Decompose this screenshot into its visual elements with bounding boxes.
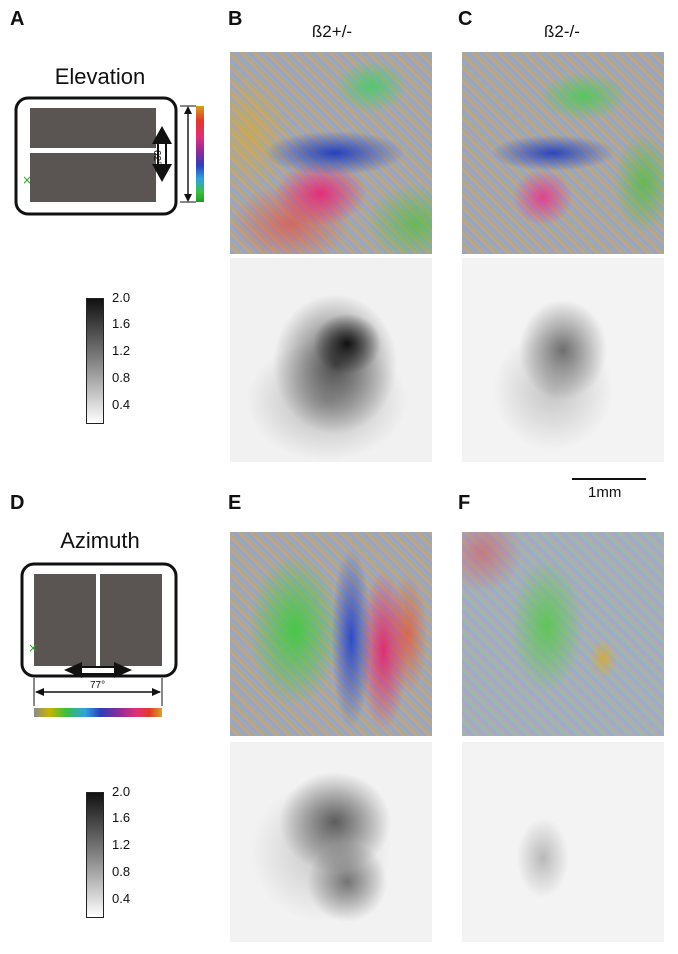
- panel-label-e: E: [228, 492, 242, 514]
- panel-label-c: C: [458, 8, 473, 30]
- azimuth-schematic: ×: [20, 562, 178, 717]
- elevation-schematic: ×: [14, 96, 204, 216]
- scale-bar: [572, 478, 646, 480]
- colorbar-tick: 0.4: [112, 891, 131, 906]
- azimuth-angle-label: 77°: [90, 680, 106, 691]
- colorbar-tick: 1.6: [112, 810, 131, 825]
- grayscale-bar: [86, 298, 104, 424]
- column-title-knockout: ß2-/-: [544, 22, 580, 41]
- azimuth-phase-map-heterozygous: [230, 532, 432, 736]
- azimuth-phase-colorbar: [34, 708, 162, 717]
- elevation-amplitude-map-heterozygous: [230, 258, 432, 462]
- elevation-phase-map-heterozygous: [230, 52, 432, 254]
- screen-left-half: [34, 574, 96, 666]
- screen-top-half: [30, 108, 156, 148]
- colorbar-tick: 2.0: [112, 784, 131, 799]
- azimuth-title: Azimuth: [60, 528, 140, 553]
- azimuth-amplitude-map-heterozygous: [230, 742, 432, 942]
- screen-right-half: [100, 574, 162, 666]
- colorbar-tick: 1.6: [112, 316, 131, 331]
- colorbar-tick: 1.2: [112, 837, 131, 852]
- colorbar-tick: 0.4: [112, 397, 131, 412]
- elevation-angle-label: 62°: [151, 150, 162, 166]
- amplitude-colorbar-top: 2.0 1.6 1.2 0.8 0.4: [86, 290, 146, 426]
- green-marker-icon: ×: [28, 641, 38, 655]
- elevation-amplitude-map-knockout: [462, 258, 664, 462]
- azimuth-phase-map-knockout: [462, 532, 664, 736]
- azimuth-amplitude-map-knockout: [462, 742, 664, 942]
- panel-label-d: D: [10, 492, 25, 514]
- screen-bottom-half: [30, 153, 156, 202]
- colorbar-tick: 1.2: [112, 343, 131, 358]
- green-marker-icon: ×: [22, 173, 32, 187]
- elevation-phase-map-knockout: [462, 52, 664, 254]
- panel-label-a: A: [10, 8, 25, 30]
- horizontal-drift-arrow-icon: [64, 662, 132, 678]
- grayscale-bar: [86, 792, 104, 918]
- panel-label-b: B: [228, 8, 243, 30]
- panel-label-f: F: [458, 492, 471, 514]
- amplitude-colorbar-bottom: 2.0 1.6 1.2 0.8 0.4: [86, 784, 146, 920]
- elevation-title: Elevation: [54, 64, 146, 89]
- vertical-drift-arrow-icon: [152, 126, 172, 182]
- scale-bar-label: 1mm: [588, 484, 622, 501]
- elevation-phase-colorbar: [196, 106, 204, 202]
- colorbar-tick: 0.8: [112, 370, 131, 385]
- colorbar-tick: 2.0: [112, 290, 131, 305]
- colorbar-tick: 0.8: [112, 864, 131, 879]
- column-title-heterozygous: ß2+/-: [311, 22, 353, 41]
